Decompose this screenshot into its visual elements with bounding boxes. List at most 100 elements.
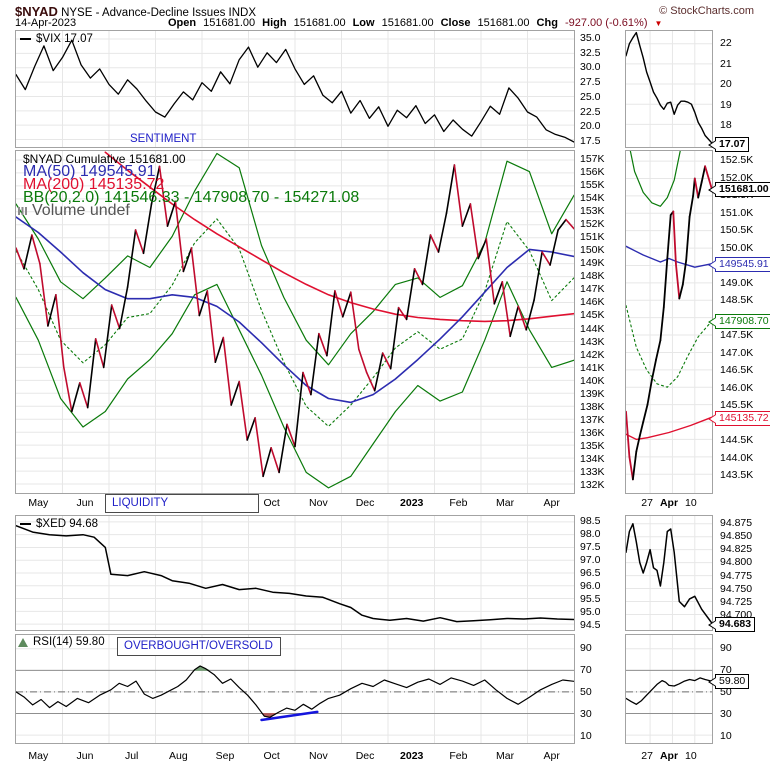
nyad-zoom-chart — [626, 151, 712, 493]
tick-label: 150K — [580, 244, 605, 257]
open-label: Open — [168, 17, 197, 29]
tick-label: 148K — [580, 270, 605, 283]
tick-label: 30 — [720, 708, 732, 720]
quote-date: 14-Apr-2023 — [15, 17, 77, 29]
x-axis-label: Aug — [169, 750, 188, 762]
tick-label: 94.875 — [720, 517, 753, 529]
tick-label: 150.0K — [720, 241, 754, 254]
chg-value: -927.00 (-0.61%) — [564, 17, 648, 29]
tick-label: 94.775 — [720, 569, 753, 582]
x-axis-label: Apr — [543, 750, 560, 762]
xed-zoom-panel — [625, 515, 713, 631]
chg-label: Chg — [536, 17, 558, 29]
x-axis-label: Oct — [263, 750, 280, 762]
tick-label: 20.0 — [580, 120, 601, 133]
tick-label: 96.0 — [580, 580, 601, 592]
x-axis-label: May — [28, 750, 49, 762]
x-axis-label: Apr — [543, 497, 560, 509]
x-axis-label: Dec — [355, 750, 375, 762]
tick-label: 144.0K — [720, 451, 754, 464]
tick-label: 90 — [580, 642, 592, 654]
vix-zoom-chart — [626, 31, 712, 147]
nyad-panel — [15, 150, 575, 494]
x-axis-label: Jul — [124, 750, 139, 762]
tick-label: 95.0 — [580, 606, 601, 618]
vix-zoom-panel — [625, 30, 713, 148]
tick-label: 146.5K — [720, 364, 754, 376]
tick-label: 151.0K — [720, 206, 754, 219]
tick-label: 50 — [580, 686, 592, 698]
x-axis-label: 2023 — [400, 497, 424, 509]
liquidity-annotation: LIQUIDITY — [105, 494, 259, 513]
tick-label: 144K — [580, 322, 605, 335]
vix-line-swatch — [20, 37, 31, 41]
tick-label: 146.0K — [720, 381, 754, 394]
tick-label: 22.5 — [580, 105, 601, 118]
x-axis-label: 27 — [641, 497, 653, 509]
tick-label: 153K — [580, 205, 605, 218]
bottom-zoom-x-axis: 27 Apr 10 — [625, 750, 713, 762]
tick-label: 20 — [720, 78, 732, 90]
x-axis-label: Mar — [496, 497, 515, 509]
nyad-legend: $NYAD Cumulative 151681.00 MA(50) 149545… — [18, 152, 359, 219]
rsi-chart — [16, 635, 574, 743]
tick-label: 94.850 — [720, 530, 753, 543]
tick-label: 146K — [580, 296, 605, 309]
rsi-value-badge: 59.80 — [707, 674, 750, 689]
x-axis-label: Dec — [355, 497, 375, 509]
x-axis-label: Oct — [263, 497, 280, 509]
x-axis-label: Jun — [76, 497, 94, 509]
tick-label: 148.5K — [720, 294, 754, 306]
tick-label: 132K — [580, 479, 605, 491]
x-axis-label: Apr — [659, 750, 679, 762]
tick-label: 134K — [580, 452, 605, 465]
tick-label: 94.800 — [720, 556, 753, 569]
tick-label: 32.5 — [580, 46, 601, 59]
overbought-oversold-annotation: OVERBOUGHT/OVERSOLD — [117, 637, 281, 656]
vix-value-badge: 17.07 — [707, 137, 750, 152]
high-value: 151681.00 — [293, 17, 346, 29]
tick-label: 50 — [720, 686, 732, 698]
xed-line-swatch — [20, 522, 31, 526]
tick-label: 139K — [580, 387, 605, 400]
symbol-description: NYSE - Advance-Decline Issues INDX — [61, 7, 257, 19]
tick-label: 135K — [580, 439, 605, 452]
tick-label: 21 — [720, 57, 732, 70]
bottom-x-axis: May Jun Jul Aug Sep Oct Nov Dec 2023 Feb Mar Apr — [15, 750, 575, 762]
xed-value-badge: 94.683 — [707, 617, 756, 632]
low-label: Low — [352, 17, 375, 29]
tick-label: 94.725 — [720, 595, 753, 608]
x-axis-label: Nov — [309, 750, 328, 762]
rsi-legend-label: RSI(14) 59.80 — [33, 636, 105, 648]
tick-label: 98.5 — [580, 515, 601, 527]
ohlc-row: Open 151681.00 High 151681.00 Low 151681… — [168, 17, 662, 29]
tick-label: 30.0 — [580, 61, 601, 74]
tick-label: 133K — [580, 465, 605, 478]
sentiment-annotation: SENTIMENT — [130, 133, 197, 145]
x-axis-label: Apr — [659, 497, 679, 509]
rsi-panel — [15, 634, 575, 744]
tick-label: 22 — [720, 37, 732, 49]
tick-label: 152K — [580, 218, 605, 231]
tick-label: 145K — [580, 309, 605, 322]
x-axis-label: May — [28, 497, 49, 509]
ma200-value-badge: 145135.72 — [708, 411, 770, 426]
x-axis-label: Sep — [215, 750, 235, 762]
tick-label: 143.5K — [720, 469, 754, 481]
nyad-price-badge: 151681.00 — [708, 182, 770, 197]
tick-label: 145.5K — [720, 399, 754, 411]
tick-label: 98.0 — [580, 528, 601, 540]
tick-label: 94.825 — [720, 543, 753, 556]
tick-label: 151K — [580, 231, 605, 244]
vix-panel — [15, 30, 575, 148]
xed-legend: $XED 94.68 — [20, 518, 98, 530]
ma50-legend-label: MA(50) 149545.91 — [23, 162, 156, 180]
low-value: 151681.00 — [381, 17, 434, 29]
tick-label: 142K — [580, 348, 605, 361]
tick-label: 70 — [720, 664, 732, 676]
tick-label: 143K — [580, 335, 605, 348]
down-triangle-icon: ▼ — [654, 18, 663, 28]
tick-label: 149K — [580, 257, 605, 270]
tick-label: 90 — [720, 642, 732, 654]
